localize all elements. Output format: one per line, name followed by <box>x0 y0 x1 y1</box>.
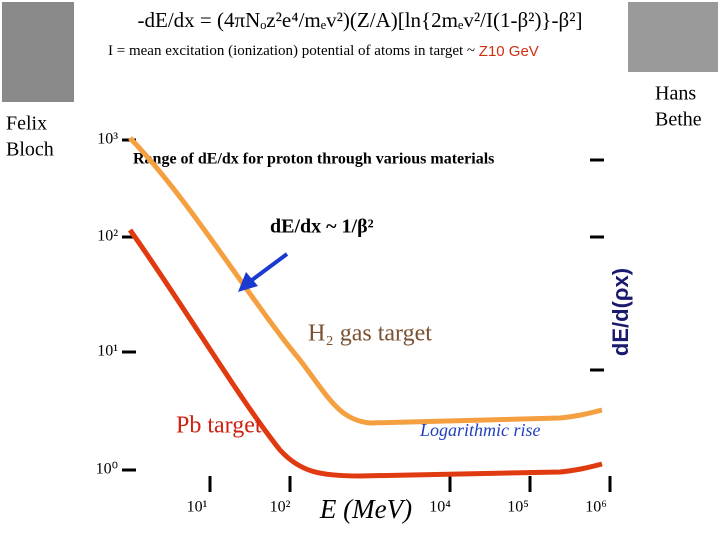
x-tick-labels: 10¹ 10² 10⁴ 10⁵ 10⁶ <box>187 499 607 516</box>
curve-pb <box>127 228 603 479</box>
x-tick-label: 10¹ <box>187 499 208 516</box>
y-tick-labels: 10³ 10² 10¹ 10⁰ <box>96 131 119 478</box>
y-axis-label: dE/d(ρx) <box>608 268 633 356</box>
y-tick-label: 10³ <box>97 131 118 148</box>
photo-bethe <box>628 2 718 72</box>
annotation: Logarithmic rise <box>419 420 541 440</box>
photo-bloch <box>2 2 74 102</box>
axis-ticks <box>122 138 612 492</box>
person-name: Bethe <box>655 109 702 131</box>
person-name: Felix <box>6 113 47 135</box>
x-tick-label: 10⁶ <box>585 499 607 516</box>
formula: -dE/dx = (4πNₒz²e⁴/mₑv²)(Z/A)[ln{2mₑv²/I… <box>138 8 583 32</box>
y-tick-label: 10¹ <box>97 343 118 360</box>
x-tick-label: 10⁵ <box>507 499 529 516</box>
x-tick-label: 10² <box>270 499 291 516</box>
annotation: dE/dx ~ 1/β² <box>270 216 374 238</box>
y-tick-label: 10⁰ <box>96 461 118 478</box>
x-tick-label: 10⁴ <box>429 499 451 516</box>
annotation: H₂ gas target <box>308 321 432 347</box>
curve-h2 <box>128 136 603 426</box>
person-name: Hans <box>655 83 696 105</box>
x-axis-label: E (MeV) <box>319 494 412 524</box>
arrow-head <box>238 272 258 292</box>
definition-text: I = mean excitation (ionization) potenti… <box>108 43 479 59</box>
definition-highlight: Z10 GeV <box>479 43 539 60</box>
plot-title: Range of dE/dx for proton through variou… <box>133 151 494 168</box>
definition: I = mean excitation (ionization) potenti… <box>108 43 539 60</box>
y-tick-label: 10² <box>97 228 118 245</box>
person-name: Bloch <box>6 139 54 161</box>
annotation: Pb target <box>176 413 262 439</box>
arrow-shaft <box>250 252 289 282</box>
